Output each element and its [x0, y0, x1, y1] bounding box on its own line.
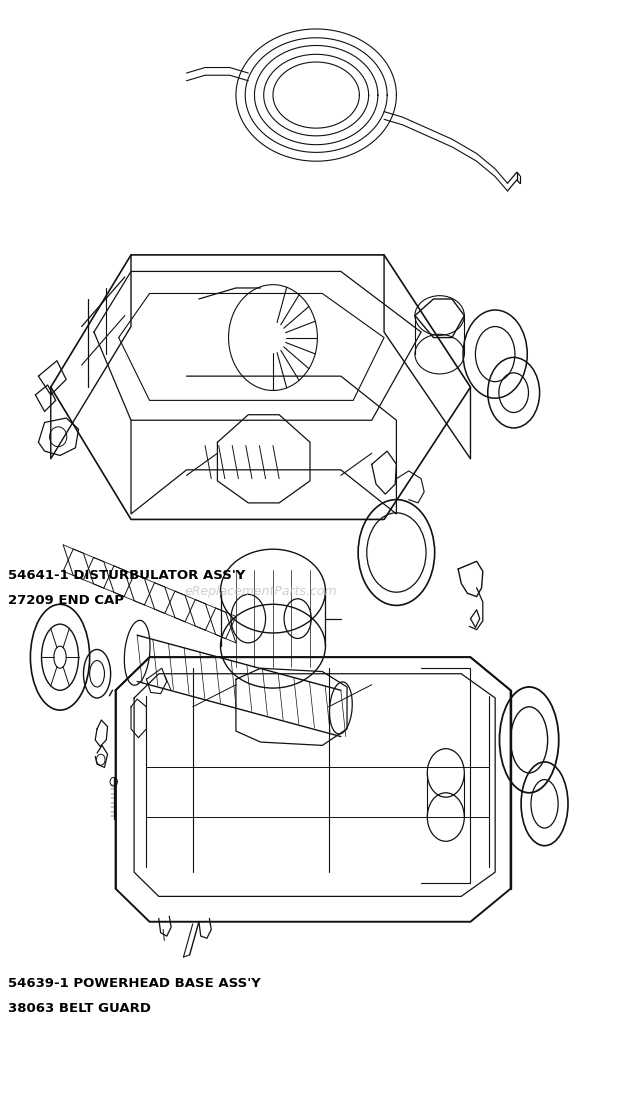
- Text: 54639-1 POWERHEAD BASE ASS'Y: 54639-1 POWERHEAD BASE ASS'Y: [7, 977, 260, 990]
- Text: 54641-1 DISTURBULATOR ASS'Y: 54641-1 DISTURBULATOR ASS'Y: [7, 569, 245, 582]
- Text: eReplacementParts.com: eReplacementParts.com: [184, 585, 337, 598]
- Text: 38063 BELT GUARD: 38063 BELT GUARD: [7, 1002, 151, 1015]
- Text: 27209 END CAP: 27209 END CAP: [7, 594, 123, 608]
